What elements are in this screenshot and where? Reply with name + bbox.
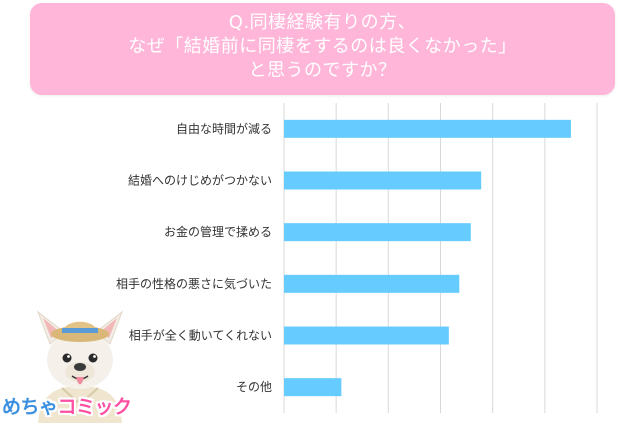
category-label-1: 結婚へのけじめがつかない [128,173,272,188]
category-label-0: 自由な時間が減る [176,121,272,136]
chart-title-line-2: なぜ「結婚前に同棲をするのは良くなかった」 [128,36,517,57]
chart-title-line-1: Q.同棲経験有りの方、 [228,12,417,33]
brand-logo-part-2: コミック [57,396,133,418]
bar-4 [284,326,449,345]
brand-logo: めちゃコミック [2,392,152,422]
brand-logo-part-1: めちゃ [2,396,58,418]
category-label-5: その他 [236,380,272,394]
chart-title-banner: Q.同棲経験有りの方、 なぜ「結婚前に同棲をするのは良くなかった」 と思うのです… [30,3,615,95]
category-label-4: 相手が全く動いてくれない [129,328,272,343]
bar-0 [284,119,571,138]
bar-1 [284,171,482,190]
chart-title-line-3: と思うのですか？ [248,60,397,81]
bar-2 [284,223,471,242]
bar-5 [284,378,342,397]
french-bulldog-mascot-icon [36,310,124,423]
bar-3 [284,274,460,293]
category-label-3: 相手の性格の悪さに気づいた [116,276,272,291]
category-label-2: お金の管理で揉める [164,224,272,239]
